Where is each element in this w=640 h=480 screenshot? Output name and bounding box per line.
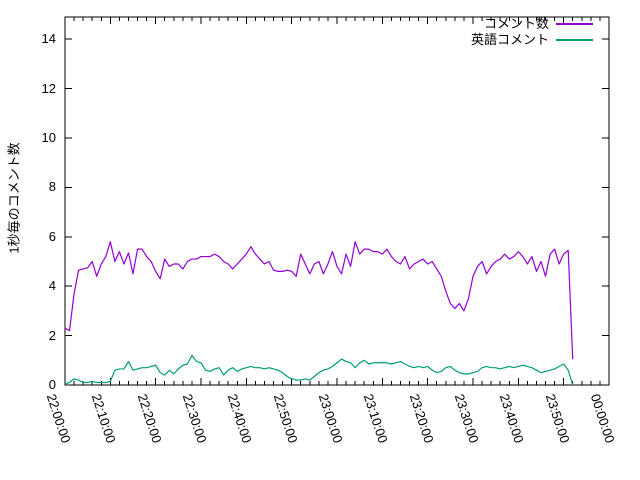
y-tick-label: 8 (48, 179, 56, 195)
legend-item-english-comments: 英語コメント (471, 32, 593, 48)
legend-line-sample-english-comments (556, 39, 593, 41)
legend-label-comments: コメント数 (483, 16, 549, 31)
legend-line-sample-comments (556, 23, 593, 25)
legend-item-comments: コメント数 (471, 16, 593, 32)
y-tick-label: 6 (48, 228, 56, 244)
legend-label-english-comments: 英語コメント (470, 32, 549, 47)
y-tick-label: 4 (48, 278, 56, 294)
y-tick-label: 0 (48, 377, 56, 392)
legend: コメント数 英語コメント (471, 16, 593, 48)
y-tick-label: 10 (41, 130, 56, 146)
y-tick-label: 14 (41, 31, 56, 47)
y-tick-label: 2 (48, 327, 56, 343)
series-line-0 (64, 241, 574, 360)
y-tick-label: 12 (41, 80, 56, 96)
series-line-1 (64, 354, 574, 386)
